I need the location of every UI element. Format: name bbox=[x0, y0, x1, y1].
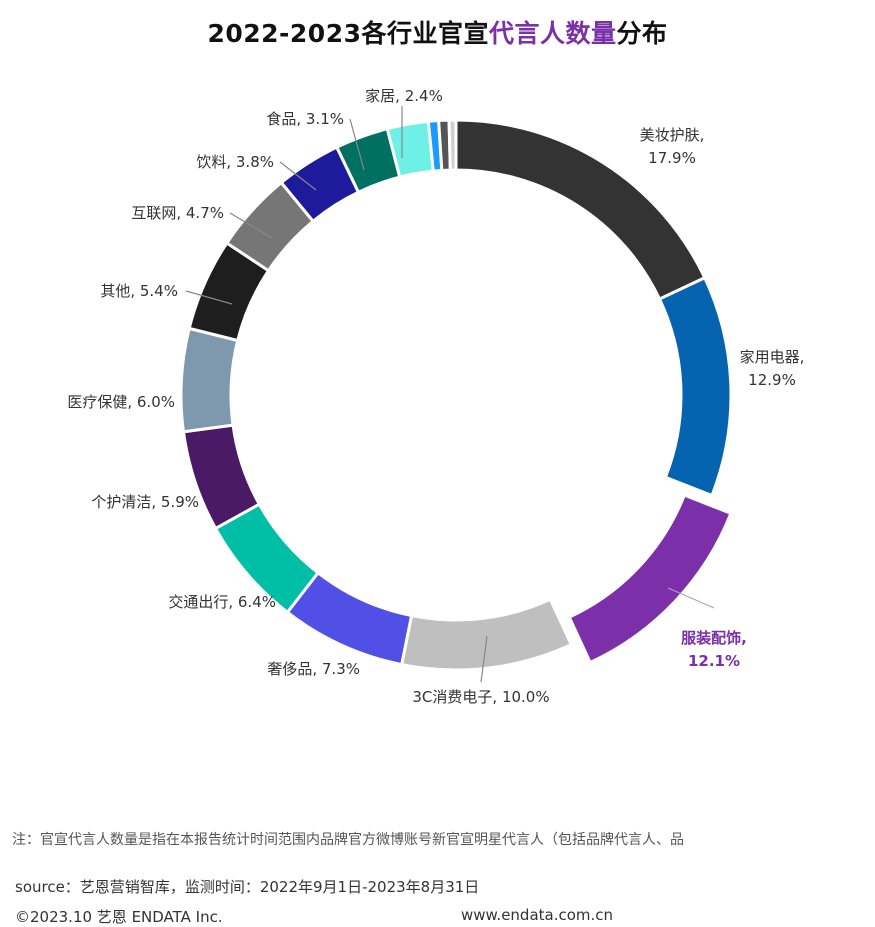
slice-label-家居: 家居, 2.4% bbox=[365, 87, 443, 105]
slice-label-奢侈品: 奢侈品, 7.3% bbox=[267, 660, 360, 678]
donut-chart: 美妆护肤, 17.9% 家用电器, 12.9% 服装配饰, 12.1% 3C消费电子, 10… bbox=[67, 87, 805, 706]
footnote: 注：官宣代言人数量是指在本报告统计时间范围内品牌官方微博账号新官宣明星代言人（包… bbox=[12, 832, 684, 848]
slice-家用电器 bbox=[657, 275, 733, 498]
leader-line-服装配饰 bbox=[667, 587, 715, 609]
slice-label-其他: 其他, 5.4% bbox=[100, 282, 178, 300]
title-suffix: 分布 bbox=[616, 19, 668, 48]
slice-label-互联网: 互联网, 4.7% bbox=[131, 204, 224, 222]
slice-美妆护肤 bbox=[454, 118, 707, 302]
slice-label-美妆护肤: 美妆护肤, 17.9% bbox=[640, 126, 705, 167]
slice-label-服装配饰: 服装配饰, 12.1% bbox=[681, 629, 747, 670]
leader-line-食品 bbox=[349, 118, 365, 171]
slice-3C消费电子 bbox=[399, 597, 574, 672]
source-line: source：艺恩营销智库，监测时间：2022年9月1日-2023年8月31日 bbox=[15, 878, 480, 896]
slice-label-饮料: 饮料, 3.8% bbox=[196, 153, 274, 171]
leader-line-互联网 bbox=[229, 212, 273, 239]
leader-line-饮料 bbox=[279, 161, 317, 191]
chart-title: 2022-2023各行业官宣代言人数量分布 bbox=[0, 14, 875, 50]
title-highlight: 代言人数量 bbox=[489, 19, 617, 48]
website-line: www.endata.com.cn bbox=[461, 906, 614, 924]
slice-服装配饰 bbox=[567, 493, 733, 665]
slice-label-交通出行: 交通出行, 6.4% bbox=[168, 593, 276, 611]
slice-label-家用电器: 家用电器, 12.9% bbox=[740, 348, 805, 389]
title-prefix: 2022-2023各行业官宣 bbox=[207, 19, 489, 48]
slice-minor-15 bbox=[447, 118, 458, 172]
copyright-line: ©2023.10 艺恩 ENDATA Inc. bbox=[15, 908, 223, 926]
leader-line-3C消费电子 bbox=[480, 635, 488, 683]
slice-label-食品: 食品, 3.1% bbox=[266, 110, 344, 128]
slice-label-医疗保健: 医疗保健, 6.0% bbox=[67, 393, 175, 411]
leader-line-其他 bbox=[185, 290, 233, 305]
slice-label-个护清洁: 个护清洁, 5.9% bbox=[91, 493, 199, 511]
slice-医疗保健 bbox=[179, 326, 240, 434]
slice-label-3C消费电子: 3C消费电子, 10.0% bbox=[412, 688, 549, 706]
